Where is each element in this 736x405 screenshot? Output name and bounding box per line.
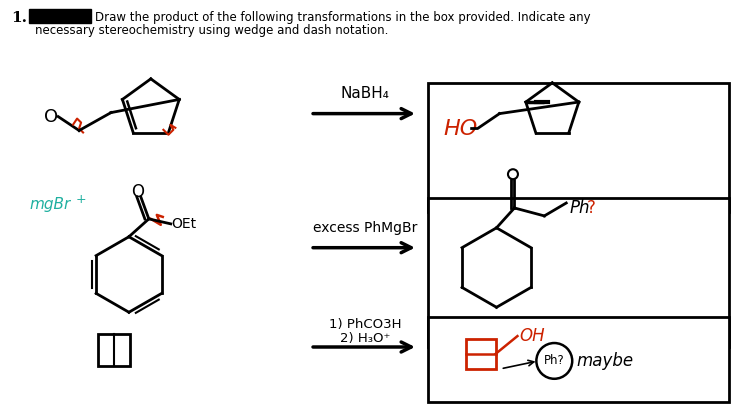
Text: Draw the product of the following transformations in the box provided. Indicate : Draw the product of the following transf… <box>95 11 591 24</box>
Text: OEt: OEt <box>171 217 197 231</box>
Text: necessary stereochemistry using wedge and dash notation.: necessary stereochemistry using wedge an… <box>35 24 389 37</box>
Text: NaBH₄: NaBH₄ <box>341 86 389 101</box>
Text: ?: ? <box>587 199 596 217</box>
Text: +: + <box>76 193 87 206</box>
Text: 1) PhCO3H: 1) PhCO3H <box>329 318 401 331</box>
Text: OH: OH <box>520 327 545 345</box>
Bar <box>98 334 130 366</box>
Text: maybe: maybe <box>576 352 634 370</box>
Bar <box>466 339 495 369</box>
Text: HO: HO <box>444 119 478 139</box>
Text: O: O <box>44 108 58 126</box>
Bar <box>29 9 91 23</box>
Text: 2) H₃O⁺: 2) H₃O⁺ <box>340 332 390 345</box>
Text: Ph: Ph <box>569 199 590 217</box>
Text: Ph?: Ph? <box>544 354 565 367</box>
Text: 1.: 1. <box>11 11 27 26</box>
Bar <box>428 83 729 212</box>
Bar <box>428 198 729 347</box>
Bar <box>428 317 729 402</box>
Text: O: O <box>131 183 144 201</box>
Text: mgBr: mgBr <box>29 197 71 212</box>
Text: excess PhMgBr: excess PhMgBr <box>313 221 417 235</box>
